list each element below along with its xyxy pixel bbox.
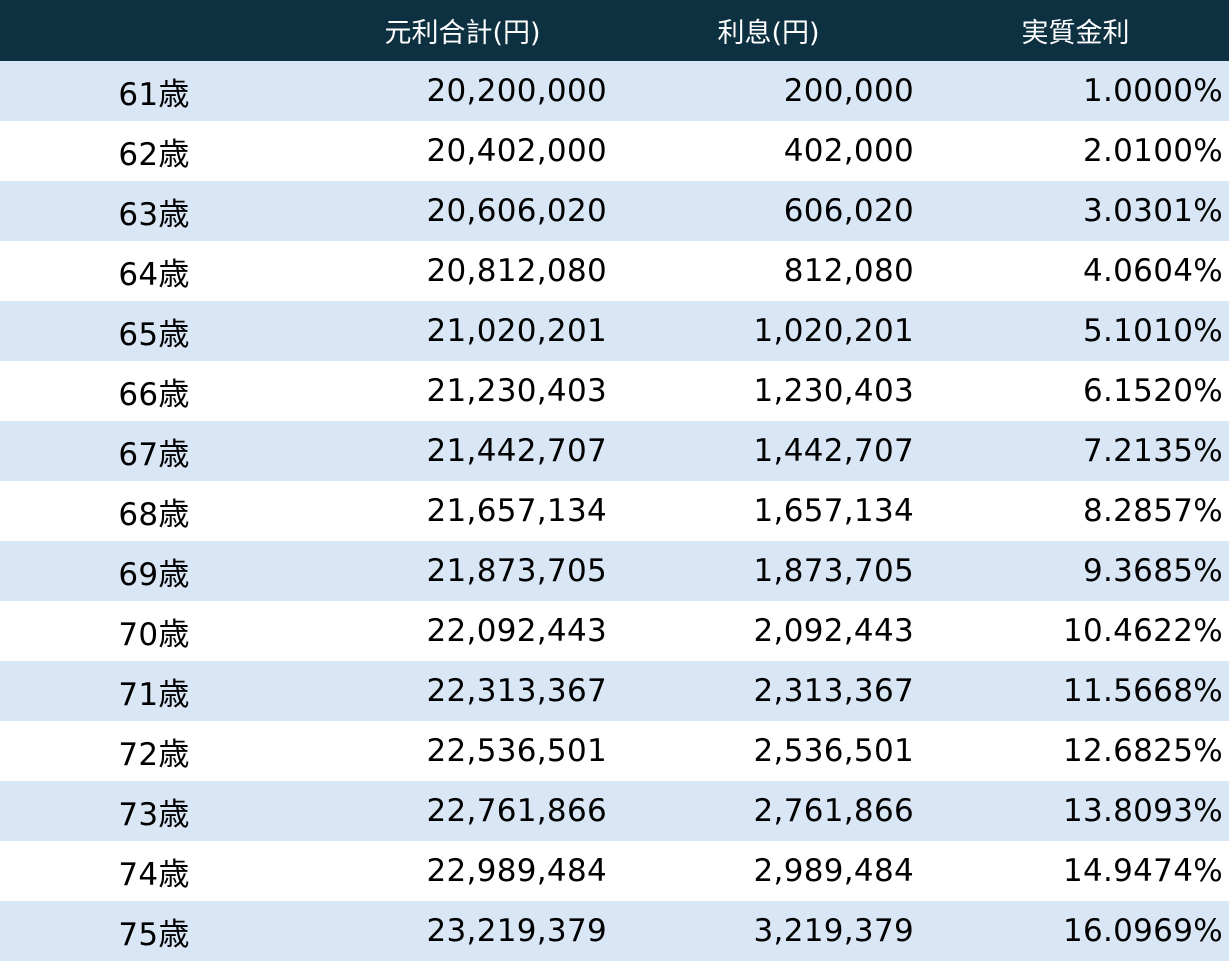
interest-cell: 2,092,443	[753, 613, 914, 649]
interest-cell: 606,020	[783, 193, 914, 229]
rate-cell: 5.1010%	[1082, 313, 1223, 349]
table-row: 75歳 23,219,379 3,219,379 16.0969%	[0, 901, 1229, 961]
interest-cell: 1,230,403	[753, 373, 914, 409]
interest-cell: 2,313,367	[753, 673, 914, 709]
interest-cell: 2,761,866	[753, 793, 914, 829]
age-cell: 74歳	[118, 856, 190, 893]
age-cell: 63歳	[118, 196, 190, 233]
table-row: 62歳 20,402,000 402,000 2.0100%	[0, 121, 1229, 181]
rate-cell: 13.8093%	[1062, 793, 1223, 829]
interest-cell: 1,873,705	[753, 553, 914, 589]
rate-cell: 8.2857%	[1082, 493, 1223, 529]
table-row: 72歳 22,536,501 2,536,501 12.6825%	[0, 721, 1229, 781]
rate-cell: 9.3685%	[1082, 553, 1223, 589]
table-row: 64歳 20,812,080 812,080 4.0604%	[0, 241, 1229, 301]
total-cell: 21,657,134	[426, 493, 607, 529]
rate-cell: 7.2135%	[1082, 433, 1223, 469]
age-cell: 68歳	[118, 496, 190, 533]
age-cell: 73歳	[118, 796, 190, 833]
table-row: 65歳 21,020,201 1,020,201 5.1010%	[0, 301, 1229, 361]
table-row: 69歳 21,873,705 1,873,705 9.3685%	[0, 541, 1229, 601]
rate-cell: 6.1520%	[1082, 373, 1223, 409]
age-cell: 70歳	[118, 616, 190, 653]
age-cell: 65歳	[118, 316, 190, 353]
rate-cell: 11.5668%	[1062, 673, 1223, 709]
age-cell: 72歳	[118, 736, 190, 773]
interest-cell: 1,657,134	[753, 493, 914, 529]
table-row: 63歳 20,606,020 606,020 3.0301%	[0, 181, 1229, 241]
rate-cell: 3.0301%	[1082, 193, 1223, 229]
rate-cell: 4.0604%	[1082, 253, 1223, 289]
rate-cell: 16.0969%	[1062, 913, 1223, 949]
total-cell: 22,761,866	[426, 793, 607, 829]
table-body: 61歳 20,200,000 200,000 1.0000% 62歳 20,402,000…	[0, 61, 1229, 961]
header-rate: 実質金利	[1021, 18, 1130, 49]
total-cell: 21,020,201	[426, 313, 607, 349]
table-row: 68歳 21,657,134 1,657,134 8.2857%	[0, 481, 1229, 541]
header-row: 元利合計(円) 利息(円) 実質金利	[0, 0, 1229, 61]
age-cell: 69歳	[118, 556, 190, 593]
header-age	[0, 0, 310, 61]
table-row: 66歳 21,230,403 1,230,403 6.1520%	[0, 361, 1229, 421]
age-cell: 61歳	[118, 76, 190, 113]
interest-cell: 200,000	[783, 73, 914, 109]
interest-cell: 812,080	[783, 253, 914, 289]
interest-cell: 2,989,484	[753, 853, 914, 889]
total-cell: 22,536,501	[426, 733, 607, 769]
rate-cell: 2.0100%	[1082, 133, 1223, 169]
age-cell: 75歳	[118, 916, 190, 953]
interest-cell: 2,536,501	[753, 733, 914, 769]
age-cell: 71歳	[118, 676, 190, 713]
rate-cell: 12.6825%	[1062, 733, 1223, 769]
interest-cell: 402,000	[783, 133, 914, 169]
header-interest: 利息(円)	[717, 18, 820, 49]
total-cell: 22,989,484	[426, 853, 607, 889]
total-cell: 21,442,707	[426, 433, 607, 469]
total-cell: 20,812,080	[426, 253, 607, 289]
total-cell: 23,219,379	[426, 913, 607, 949]
age-cell: 66歳	[118, 376, 190, 413]
table-row: 71歳 22,313,367 2,313,367 11.5668%	[0, 661, 1229, 721]
interest-cell: 3,219,379	[753, 913, 914, 949]
rate-cell: 10.4622%	[1062, 613, 1223, 649]
total-cell: 20,606,020	[426, 193, 607, 229]
total-cell: 21,230,403	[426, 373, 607, 409]
table-row: 70歳 22,092,443 2,092,443 10.4622%	[0, 601, 1229, 661]
total-cell: 22,313,367	[426, 673, 607, 709]
total-cell: 21,873,705	[426, 553, 607, 589]
table-row: 73歳 22,761,866 2,761,866 13.8093%	[0, 781, 1229, 841]
interest-cell: 1,020,201	[753, 313, 914, 349]
total-cell: 22,092,443	[426, 613, 607, 649]
rate-cell: 1.0000%	[1082, 73, 1223, 109]
age-cell: 64歳	[118, 256, 190, 293]
table-row: 61歳 20,200,000 200,000 1.0000%	[0, 61, 1229, 121]
age-cell: 62歳	[118, 136, 190, 173]
total-cell: 20,402,000	[426, 133, 607, 169]
table-row: 74歳 22,989,484 2,989,484 14.9474%	[0, 841, 1229, 901]
total-cell: 20,200,000	[426, 73, 607, 109]
age-cell: 67歳	[118, 436, 190, 473]
table-header: 元利合計(円) 利息(円) 実質金利	[0, 0, 1229, 61]
table-row: 67歳 21,442,707 1,442,707 7.2135%	[0, 421, 1229, 481]
header-total: 元利合計(円)	[384, 18, 541, 49]
rate-cell: 14.9474%	[1062, 853, 1223, 889]
interest-cell: 1,442,707	[753, 433, 914, 469]
